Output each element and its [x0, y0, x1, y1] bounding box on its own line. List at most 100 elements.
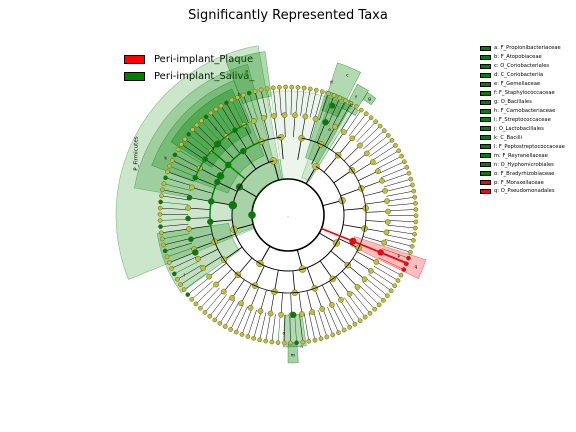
- branch-leaf: [386, 229, 415, 235]
- branch-leaf: [209, 293, 228, 317]
- branch-leaf: [177, 265, 202, 280]
- leaf-node: [228, 327, 234, 332]
- node-d-coriobacteriia: [322, 119, 329, 126]
- leaf-node: [277, 84, 282, 90]
- branch-mid: [193, 241, 215, 250]
- mid-node: [260, 115, 267, 121]
- branch-inner: [340, 187, 362, 197]
- branch-mid: [195, 177, 216, 187]
- branch-mid: [191, 187, 214, 194]
- leaf-node: [389, 137, 395, 143]
- leaf-node: [167, 163, 173, 169]
- branch-mid: [253, 120, 262, 142]
- clade-letter-h: h: [238, 92, 241, 98]
- mid-node: [384, 219, 391, 225]
- branch-mid: [362, 236, 385, 243]
- branch-leaf: [167, 171, 194, 182]
- leaf-node: [160, 187, 165, 193]
- branch-leaf: [231, 99, 245, 126]
- branch-leaf: [226, 102, 241, 128]
- leaf-node: [409, 243, 415, 249]
- branch-leaf: [253, 311, 262, 339]
- branch-leaf: [335, 302, 350, 328]
- mid-node: [332, 123, 338, 130]
- leaf-node: [289, 84, 295, 90]
- leaf-node: [352, 321, 358, 327]
- node-c-coriobacteriales: [329, 102, 336, 109]
- node-n-hyphomicrobiales: [289, 311, 297, 319]
- leaf-node: [207, 313, 213, 319]
- leaf-node: [392, 283, 398, 289]
- leaf-node: [174, 276, 180, 282]
- branch-leaf: [373, 265, 399, 281]
- key-label-k: k: C_Bacilli: [494, 134, 522, 141]
- mid-node: [257, 308, 264, 314]
- key-swatch-a: [480, 45, 491, 51]
- branch-leaf: [271, 314, 276, 343]
- branch-leaf: [169, 165, 196, 178]
- branch-mid: [314, 288, 323, 310]
- mid-node: [281, 112, 288, 118]
- branch-leaf: [160, 223, 189, 227]
- node-j-lactobacillales: [216, 172, 225, 180]
- branch-leaf: [369, 140, 393, 157]
- clade-letter-f: f: [355, 95, 357, 101]
- branch-mid: [190, 233, 213, 240]
- leaf-node: [347, 324, 352, 330]
- key-label-e: e: F_Gemellaceae: [494, 81, 541, 88]
- branch-leaf: [368, 274, 392, 291]
- leaf-node: [362, 314, 368, 320]
- branch-leaf: [385, 234, 414, 241]
- leaf-node: [413, 207, 419, 212]
- leaf-node: [413, 213, 419, 219]
- key-item-d: d: C_Coriobacteriia: [480, 71, 565, 80]
- branch-leaf: [166, 247, 194, 258]
- leaf-node: [222, 324, 228, 329]
- leaf-node: [313, 87, 319, 93]
- leaf-node: [251, 335, 257, 341]
- branch-leaf: [205, 116, 225, 139]
- leaf-node: [312, 337, 318, 343]
- leaf-node: [393, 143, 398, 148]
- leaf-node: [213, 106, 219, 112]
- branch-leaf: [273, 87, 277, 116]
- branch-leaf: [241, 308, 253, 335]
- branch-leaf: [356, 121, 376, 143]
- branch-leaf: [331, 304, 345, 331]
- branch-leaf: [359, 125, 381, 146]
- leaf-node: [165, 169, 170, 175]
- branch-leaf: [201, 120, 221, 142]
- branch-leaf: [371, 270, 395, 286]
- leaf-node: [229, 97, 235, 103]
- leaf-node: [257, 337, 263, 343]
- branch-leaf: [260, 89, 268, 118]
- leaf-node: [258, 87, 264, 93]
- branch-leaf: [387, 220, 416, 223]
- node-k-bacilli: [228, 201, 238, 210]
- mid-node: [185, 215, 191, 222]
- key-swatch-d: [480, 72, 491, 78]
- branch-leaf: [165, 177, 193, 187]
- mid-node: [381, 239, 387, 246]
- branch-mid: [273, 115, 278, 138]
- branch-leaf: [162, 189, 191, 196]
- branch-leaf: [386, 196, 415, 202]
- branch-leaf: [265, 313, 271, 342]
- branch-inner: [333, 169, 353, 184]
- branch-leaf: [177, 149, 203, 165]
- node-i-streptococcaceae: [213, 140, 221, 148]
- key-label-b: b: F_Atopobiaceae: [494, 54, 542, 61]
- branch-leaf: [378, 161, 405, 174]
- mid-node: [346, 290, 353, 297]
- branch-inner: [210, 219, 233, 223]
- leaf-node: [399, 153, 405, 159]
- branch-leaf: [374, 150, 399, 165]
- leaf-node: [381, 298, 386, 303]
- branch-mid: [341, 270, 358, 288]
- leaf-node: [307, 86, 313, 92]
- branch-inner: [338, 238, 359, 249]
- clade-key: a: F_Propionibacteriaceae b: F_Atopobiace…: [480, 44, 565, 196]
- mid-node: [328, 302, 335, 308]
- leaf-node: [175, 147, 181, 152]
- leaf-node: [224, 100, 229, 106]
